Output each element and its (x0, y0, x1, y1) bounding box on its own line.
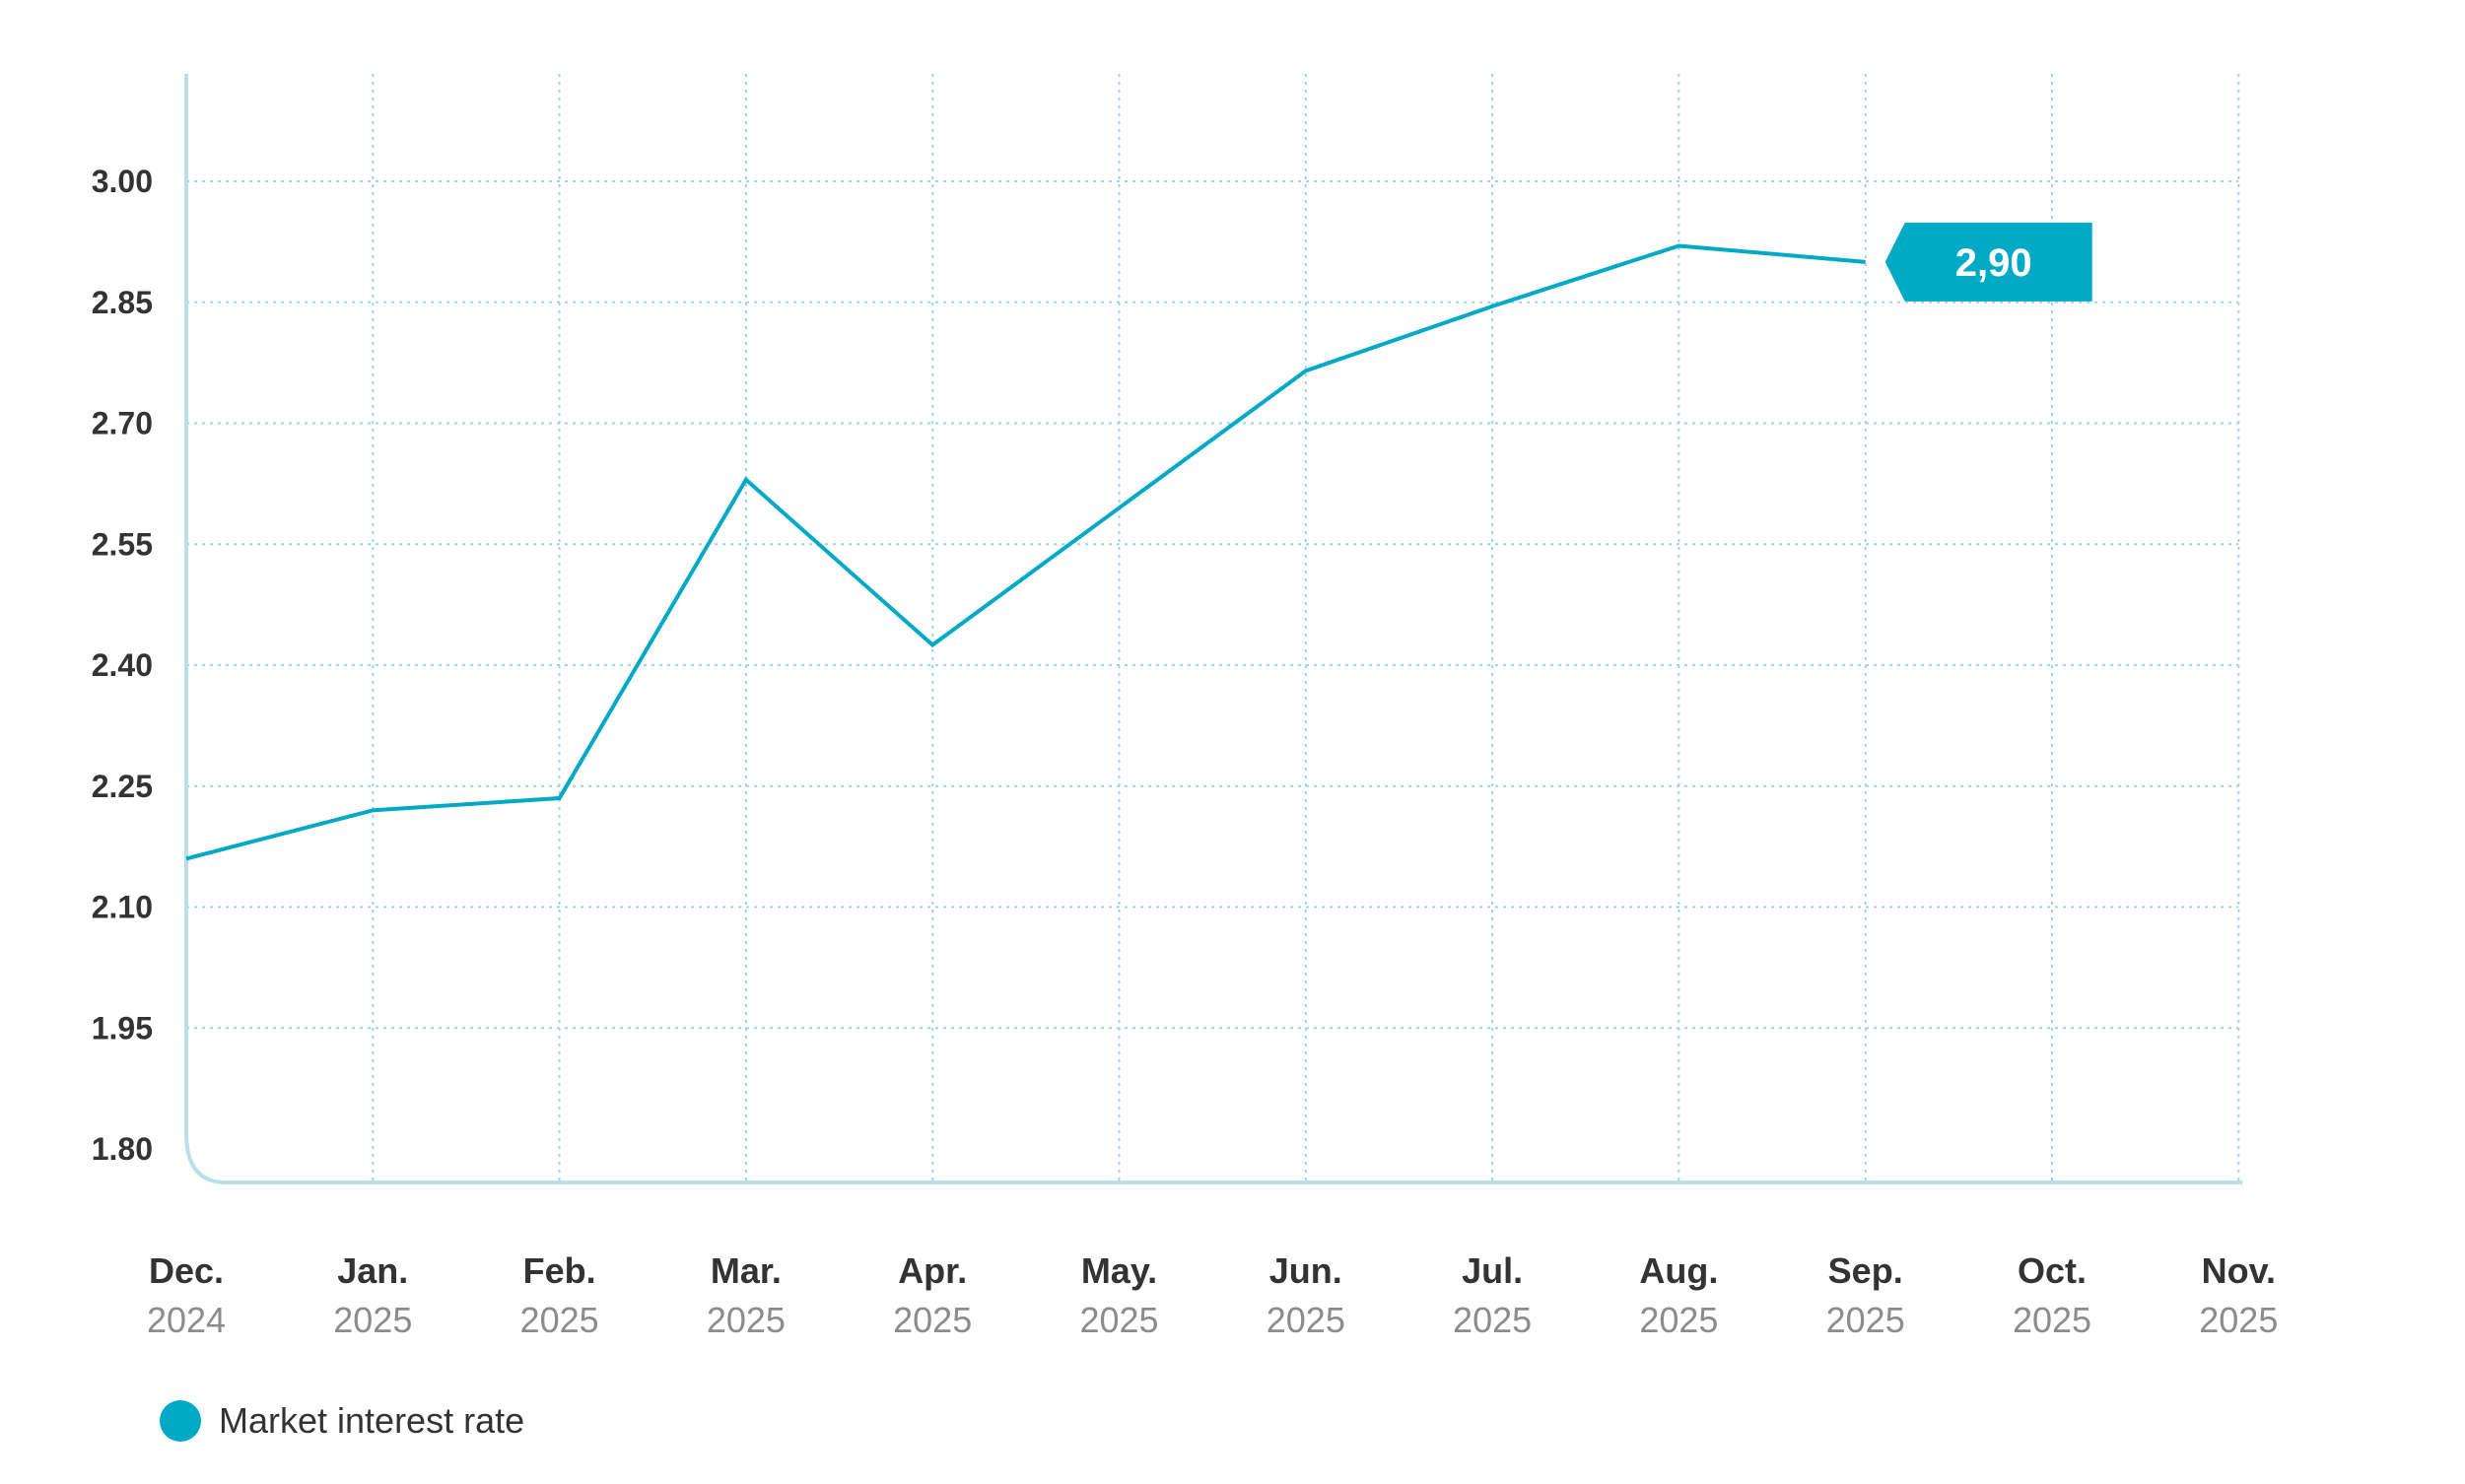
y-tick-label: 1.80 (92, 1131, 153, 1167)
x-tick-year: 2025 (707, 1300, 786, 1340)
series-line (185, 243, 1866, 861)
y-tick-label: 2.70 (92, 406, 153, 441)
x-tick-month: Aug. (1639, 1250, 1718, 1291)
axes (184, 74, 2243, 1184)
x-axis-tick-labels: Dec. 2024 Jan. 2025 Feb. 2025 Mar. 2025 Apr. 2025… (147, 1250, 2278, 1340)
y-tick-label: 2.25 (92, 769, 153, 804)
x-tick-year: 2024 (147, 1300, 226, 1340)
x-tick-month: Dec. (149, 1250, 224, 1291)
callout-label: 2,90 (1955, 241, 2032, 285)
legend-label: Market interest rate (219, 1400, 525, 1441)
x-tick-month: Nov. (2202, 1250, 2276, 1291)
x-tick-year: 2025 (2199, 1300, 2278, 1340)
y-tick-label: 2.85 (92, 285, 153, 320)
x-tick-month: Feb. (523, 1250, 596, 1291)
callout-tag (1884, 222, 2092, 302)
x-tick-year: 2025 (333, 1300, 412, 1340)
x-tick-month: Apr. (898, 1250, 967, 1291)
x-tick-year: 2025 (2013, 1300, 2091, 1340)
grid-lines (186, 74, 2240, 1182)
y-tick-label: 2.55 (92, 526, 153, 562)
value-callout: 2,90 (1884, 222, 2092, 302)
y-tick-label: 1.95 (92, 1010, 153, 1046)
x-tick-year: 2025 (893, 1300, 972, 1340)
x-tick-year: 2025 (1267, 1300, 1345, 1340)
x-tick-month: Oct. (2018, 1250, 2087, 1291)
x-tick-month: Sep. (1828, 1250, 1903, 1291)
x-tick-year: 2025 (1826, 1300, 1905, 1340)
legend: Market interest rate (160, 1399, 524, 1443)
series-lines (185, 243, 1866, 861)
x-tick-month: Jun. (1269, 1250, 1342, 1291)
x-tick-year: 2025 (520, 1300, 599, 1340)
y-tick-label: 2.40 (92, 647, 153, 683)
x-tick-year: 2025 (1639, 1300, 1718, 1340)
x-tick-month: Mar. (711, 1250, 782, 1291)
axis-line (184, 74, 2243, 1184)
y-axis-tick-labels: 1.80 1.95 2.10 2.25 2.40 2.55 2.70 2.85 3.00 (92, 164, 153, 1167)
x-tick-month: Jan. (337, 1250, 408, 1291)
legend-marker (160, 1400, 201, 1442)
x-tick-month: May. (1081, 1250, 1157, 1291)
x-tick-month: Jul. (1462, 1250, 1523, 1291)
y-tick-label: 2.10 (92, 890, 153, 925)
y-tick-label: 3.00 (92, 164, 153, 199)
x-tick-year: 2025 (1079, 1300, 1158, 1340)
x-tick-year: 2025 (1453, 1300, 1532, 1340)
